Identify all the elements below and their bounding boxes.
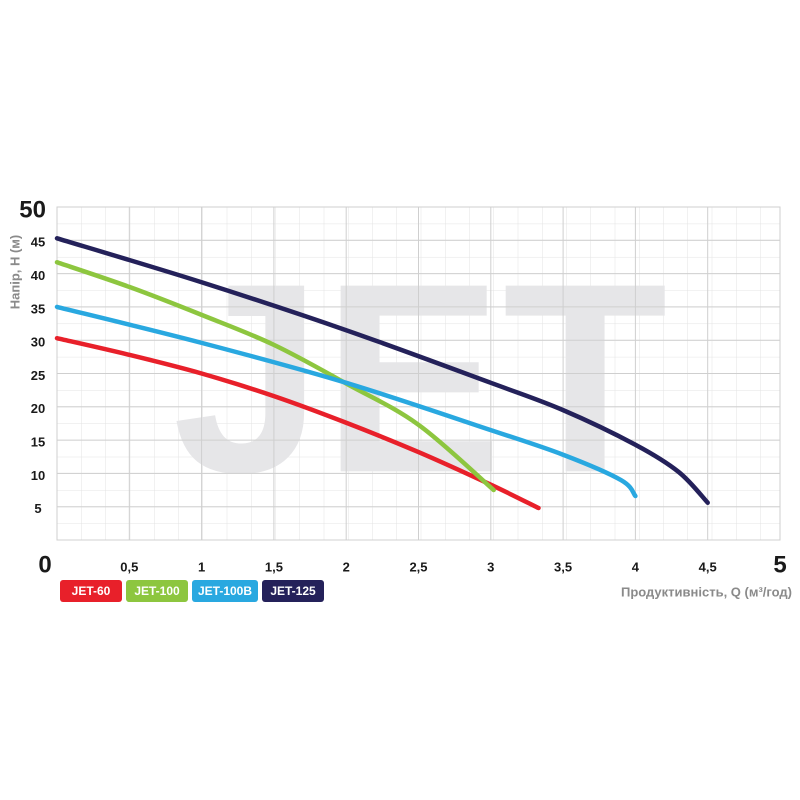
legend-label: JET-125 — [270, 584, 316, 598]
y-tick-label: 15 — [31, 435, 45, 450]
legend-swatch — [192, 580, 258, 602]
x-tick-label: 5 — [773, 551, 786, 578]
y-tick-label: 10 — [31, 468, 45, 483]
legend-swatch — [262, 580, 324, 602]
x-tick-label: 4,5 — [699, 559, 717, 574]
x-tick-label: 4 — [632, 559, 640, 574]
series-line — [54, 260, 496, 493]
x-tick-label: 2,5 — [409, 559, 427, 574]
legend-label: JET-100B — [198, 584, 252, 598]
legend-swatch — [60, 580, 122, 602]
x-tick-label: 2 — [343, 559, 350, 574]
legend-label: JET-100 — [134, 584, 180, 598]
x-tick-label: 3,5 — [554, 559, 572, 574]
y-tick-label: 30 — [31, 335, 45, 350]
y-tick-label: 5 — [34, 501, 41, 516]
series-line — [54, 304, 638, 499]
x-tick-label: 0 — [38, 551, 51, 578]
y-tick-label: 35 — [31, 301, 45, 316]
legend-label: JET-60 — [72, 584, 111, 598]
x-tick-label: 3 — [487, 559, 494, 574]
series-line — [54, 236, 710, 505]
y-tick-label: 20 — [31, 401, 45, 416]
x-tick-label: 1,5 — [265, 559, 283, 574]
y-tick-label: 50 — [19, 196, 46, 223]
y-tick-label: 45 — [31, 235, 45, 250]
legend-swatch — [126, 580, 188, 602]
x-tick-label: 1 — [198, 559, 205, 574]
y-tick-label: 40 — [31, 268, 45, 283]
y-axis-title: Напір, Н (м) — [7, 235, 22, 310]
x-tick-label: 0,5 — [120, 559, 138, 574]
y-tick-label: 25 — [31, 368, 45, 383]
watermark: JET — [172, 228, 667, 529]
x-axis-title: Продуктивність, Q (м³/год) — [621, 584, 792, 599]
